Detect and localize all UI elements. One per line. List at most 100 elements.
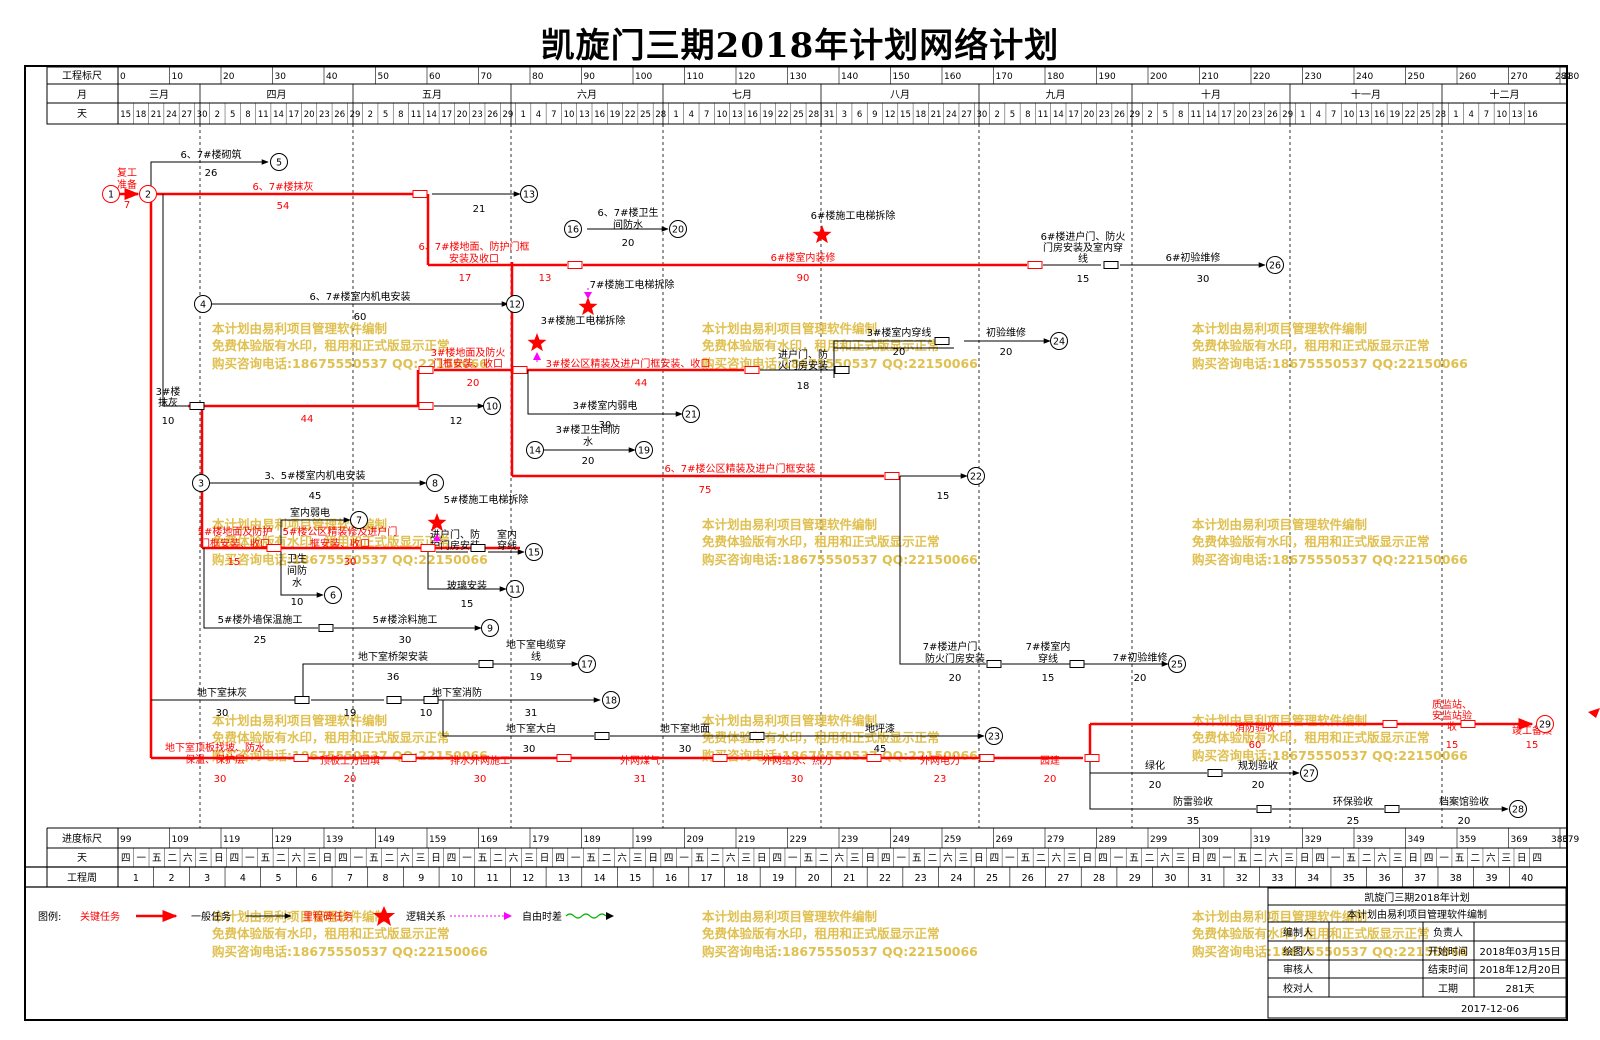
week-label-cell: 17	[701, 873, 713, 884]
month-label: 八月	[890, 89, 910, 101]
ruler-tick-label: 200	[1150, 72, 1167, 82]
day-label: 30	[197, 110, 208, 120]
weekday-cells: 四一五二六三日四一五二六三日四一五二六三日四一五二六三日四一五二六三日四一五二六…	[117, 848, 1542, 867]
day-cells: 15 18 21 24 27 30 2 5 8 11 14 17 20 23 26 29 2 5 8 11 14 17 20…	[117, 103, 1538, 124]
weekday-label: 四	[555, 853, 565, 864]
day-label: 5	[383, 110, 388, 120]
activity-box	[1084, 754, 1100, 762]
week-label-cell: 10	[451, 873, 463, 884]
task-label: 7#楼施工电梯拆除	[590, 278, 675, 291]
weekday-label: 日	[1408, 853, 1418, 864]
week-label-cell: 11	[487, 873, 499, 884]
task-label: 安装及收口	[449, 252, 499, 265]
day-label: 18	[136, 110, 147, 120]
task-duration: 54	[277, 201, 290, 212]
task-duration: 60	[1249, 740, 1262, 751]
day-label: 26	[1267, 110, 1278, 120]
tb-software: 本计划由易利项目管理软件编制	[1347, 908, 1487, 921]
progress-tick-label: 199	[635, 835, 652, 845]
day-label: 27	[961, 110, 972, 120]
day-label: 21	[931, 110, 942, 120]
day-label: 26	[487, 110, 498, 120]
day-label: 28	[655, 110, 666, 120]
activity-box	[294, 696, 310, 704]
day-label: 5	[230, 110, 235, 120]
weekday-label: 一	[462, 853, 472, 864]
day-label: 11	[1191, 110, 1202, 120]
event-node-number: 3	[198, 479, 204, 490]
week-label-cell: 16	[665, 873, 677, 884]
task-duration: 19	[344, 708, 357, 719]
day-label: 8	[245, 110, 250, 120]
weekday-label: 四	[1315, 853, 1325, 864]
event-node	[1300, 764, 1318, 782]
day-label: 17	[1068, 110, 1079, 120]
task-label: 5#楼外墙保温施工	[218, 613, 303, 626]
weekday-label: 五	[586, 853, 596, 864]
day-label: 1	[673, 110, 678, 120]
task-duration: 25	[254, 635, 267, 646]
month-row-label: 月	[77, 89, 87, 101]
ruler-tick-label: 80	[532, 72, 544, 82]
event-node	[426, 474, 444, 492]
task-duration: 18	[797, 381, 810, 392]
month-label: 三月	[149, 89, 169, 101]
day-label: 15	[900, 110, 911, 120]
weekday-label: 六	[834, 852, 844, 864]
activity-box	[884, 472, 900, 480]
watermark-line2: 免费体验版有水印，租用和正式版显示正常	[212, 338, 450, 353]
task-label: 3#楼室内弱电	[573, 399, 638, 412]
task-label: 地下室抹灰	[197, 686, 247, 699]
weekday-label: 二	[1253, 853, 1263, 864]
weekday-label: 日	[866, 853, 876, 864]
month-label: 十月	[1201, 88, 1221, 101]
progress-label: 进度标尺	[62, 832, 102, 845]
task-label: 6#楼室内装修	[771, 251, 836, 264]
event-node-number: 20	[672, 225, 684, 236]
progress-tick-label: 369	[1511, 835, 1528, 845]
day-label: 14	[1053, 110, 1064, 120]
weekday-label: 日	[757, 853, 767, 864]
week-label-cell: 14	[594, 873, 606, 884]
task-duration: 30	[523, 744, 536, 755]
weekday-label: 三	[633, 853, 643, 864]
task-duration: 15	[1526, 740, 1539, 751]
bottom-scale: 进度标尺 天 工程周 99 109 119 129 139 149 159 169 179 189…	[46, 827, 1579, 887]
day-label: 5	[1010, 110, 1015, 120]
activity-box	[986, 660, 1002, 668]
month-label: 四月	[267, 89, 287, 101]
week-label-cell: 21	[843, 873, 855, 884]
watermark-line2: 免费体验版有水印，租用和正式版显示正常	[702, 534, 940, 549]
day-label: 4	[1468, 110, 1473, 120]
weekday-label: 三	[741, 853, 751, 864]
activity-box	[594, 732, 610, 740]
task-label: 3、5#楼室内机电安装	[264, 469, 365, 482]
task-label: 6#楼进户门、防火	[1041, 230, 1126, 243]
task-duration: 30	[216, 708, 229, 719]
weekday-label: 一	[679, 853, 689, 864]
week-label-cell: 37	[1414, 873, 1426, 884]
task-label: 5#楼施工电梯拆除	[444, 493, 529, 506]
day-label: 1	[1453, 110, 1458, 120]
day-label: 7	[1484, 110, 1489, 120]
ruler-tick-label: 0	[120, 72, 126, 82]
day-label: 23	[472, 110, 483, 120]
task-duration: 13	[539, 273, 552, 284]
task-label: 门框安装、收口	[433, 357, 503, 370]
weekday-label: 一	[354, 853, 364, 864]
event-node	[564, 220, 582, 238]
task-label: 6、7#楼砌筑	[180, 148, 241, 161]
task-label: 外网电力	[920, 754, 960, 767]
task-label: 3#楼施工电梯拆除	[541, 314, 626, 327]
week-label-cell: 24	[950, 873, 962, 884]
day-label: 8	[398, 110, 403, 120]
activity-box	[866, 754, 882, 762]
activity-box	[744, 366, 760, 374]
weekday-label: 四	[664, 853, 674, 864]
activity-box	[749, 732, 765, 740]
weekday-label: 一	[788, 853, 798, 864]
ruler-tick-label: 170	[996, 72, 1013, 82]
progress-tick-label: 379	[1562, 835, 1579, 845]
week-label-cell: 13	[558, 873, 570, 884]
